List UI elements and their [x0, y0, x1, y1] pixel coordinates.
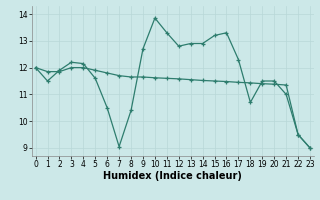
X-axis label: Humidex (Indice chaleur): Humidex (Indice chaleur) [103, 171, 242, 181]
